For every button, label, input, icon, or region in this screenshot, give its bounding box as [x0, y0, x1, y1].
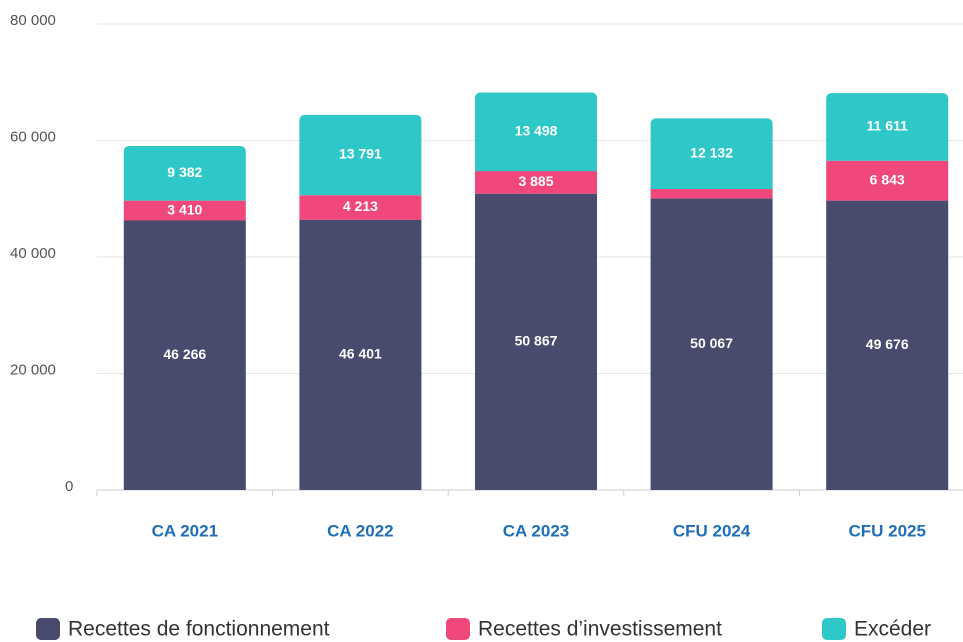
bar-segment	[123, 145, 246, 201]
legend-swatch	[822, 618, 846, 640]
y-tick-label: 60 000	[10, 128, 56, 145]
bar-segment	[826, 160, 949, 201]
x-tick-label: CFU 2024	[673, 521, 751, 540]
bar-segment	[475, 171, 597, 194]
bar-segment	[826, 93, 949, 161]
bar-segment	[650, 189, 773, 199]
y-tick-label: 20 000	[10, 361, 56, 378]
x-tick-label: CFU 2025	[848, 521, 925, 540]
value-label: 6 843	[870, 171, 905, 187]
legend-swatch	[446, 618, 470, 640]
bar-segment	[123, 200, 246, 221]
bar-segment	[475, 193, 597, 491]
y-tick-label: 80 000	[10, 12, 56, 29]
bar-segment	[650, 118, 773, 190]
value-label: 46 401	[339, 346, 382, 362]
value-label: 11 611	[867, 118, 908, 134]
value-label: 50 867	[515, 333, 558, 349]
bar-segment	[123, 220, 246, 490]
value-label: 49 676	[866, 336, 909, 352]
x-tick-label: CA 2021	[152, 521, 218, 540]
bar-segment	[826, 200, 949, 490]
value-label: 3 410	[167, 201, 202, 217]
legend-swatch	[36, 618, 60, 640]
legend-label: Recettes de fonctionnement	[68, 618, 330, 641]
y-tick-label: 40 000	[10, 245, 56, 262]
x-tick-label: CA 2022	[327, 521, 393, 540]
value-label: 46 266	[163, 346, 206, 362]
legend-label: Recettes d’investissement	[478, 618, 722, 641]
value-label: 9 382	[167, 164, 202, 180]
bar-segment	[475, 92, 597, 172]
y-tick-label: 0	[65, 478, 73, 495]
bar-segment	[299, 114, 422, 196]
bar-segment	[650, 198, 773, 490]
legend-label: Excéder	[854, 618, 931, 641]
value-label: 4 213	[343, 198, 378, 214]
bar-segment	[299, 219, 422, 490]
value-label: 50 067	[690, 335, 733, 351]
value-label: 13 498	[515, 122, 558, 138]
x-tick-label: CA 2023	[503, 521, 569, 540]
bar-segment	[299, 195, 422, 220]
value-label: 3 885	[518, 173, 553, 189]
value-label: 13 791	[339, 146, 382, 162]
value-label: 12 132	[690, 144, 733, 160]
